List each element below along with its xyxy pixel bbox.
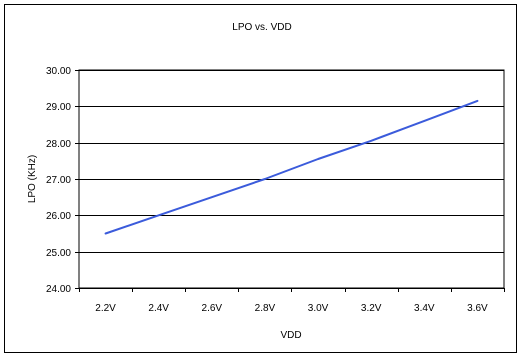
x-tick-label: 3.4V bbox=[414, 303, 435, 314]
series-line bbox=[104, 99, 479, 235]
x-tick-label: 2.6V bbox=[202, 303, 223, 314]
x-tick-label: 2.2V bbox=[95, 303, 116, 314]
grid-lines bbox=[79, 70, 504, 289]
x-axis-label: VDD bbox=[280, 330, 301, 341]
x-tick-label: 3.0V bbox=[308, 303, 329, 314]
y-tick-label: 27.00 bbox=[46, 175, 71, 186]
x-tick-label: 3.6V bbox=[467, 303, 488, 314]
x-tick-label: 2.8V bbox=[255, 303, 276, 314]
y-tick-label: 24.00 bbox=[46, 284, 71, 295]
x-axis-ticks: 2.2V 2.4V 2.6V 2.8V 3.0V 3.2V 3.4V 3.6V bbox=[79, 288, 505, 314]
x-tick-label: 2.4V bbox=[148, 303, 169, 314]
y-tick-label: 29.00 bbox=[46, 102, 71, 113]
y-tick-label: 30.00 bbox=[46, 66, 71, 77]
chart-title: LPO vs. VDD bbox=[232, 22, 291, 33]
chart-frame bbox=[4, 4, 517, 353]
y-tick-label: 26.00 bbox=[46, 211, 71, 222]
y-tick-label: 25.00 bbox=[46, 248, 71, 259]
x-tick-label: 3.2V bbox=[361, 303, 382, 314]
y-axis-label: LPO (KHz) bbox=[27, 155, 38, 203]
series-layer bbox=[104, 99, 479, 235]
y-axis-ticks: 24.00 25.00 26.00 27.00 28.00 29.00 30.00 bbox=[46, 66, 79, 295]
y-tick-label: 28.00 bbox=[46, 139, 71, 150]
